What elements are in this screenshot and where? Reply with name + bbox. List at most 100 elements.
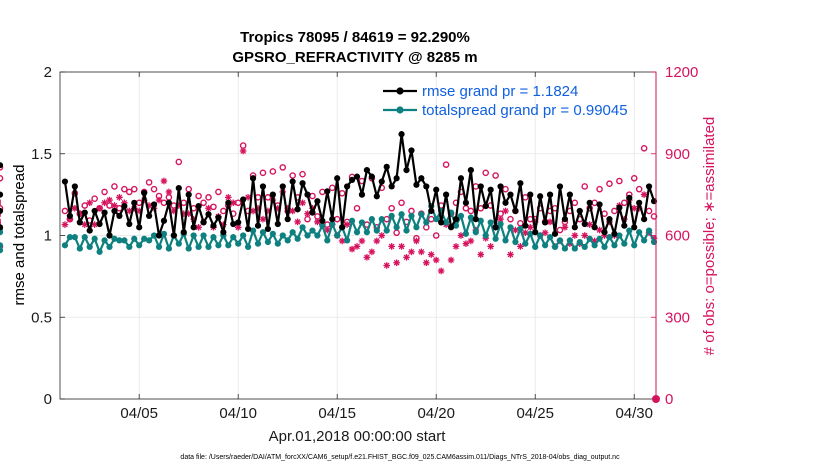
asterisk-stroke bbox=[354, 243, 360, 250]
asterisk-stroke bbox=[245, 194, 251, 201]
rmse-point bbox=[611, 230, 618, 237]
obs-assimilated-point bbox=[452, 243, 460, 250]
obs-possible-point bbox=[492, 172, 499, 179]
spread-point bbox=[131, 235, 138, 242]
spread-point bbox=[413, 224, 420, 231]
spread-point bbox=[200, 232, 207, 239]
rmse-point bbox=[373, 193, 380, 200]
spread-point bbox=[136, 242, 143, 249]
obs-possible-point bbox=[0, 204, 4, 212]
asterisk-stroke bbox=[448, 257, 454, 263]
obs-possible-point bbox=[606, 180, 613, 188]
rmse-point bbox=[621, 222, 628, 229]
obs-possible-point bbox=[116, 204, 123, 212]
obs-possible-point bbox=[279, 164, 287, 171]
y-axis-right-label: # of obs: o=possible; ∗=assimilated bbox=[701, 117, 718, 356]
asterisk-stroke bbox=[398, 243, 405, 250]
spread-point bbox=[517, 225, 524, 233]
asterisk-stroke bbox=[631, 205, 638, 212]
obs-assimilated-point bbox=[314, 218, 321, 226]
spread-point bbox=[373, 227, 380, 234]
obs-possible-point bbox=[195, 192, 202, 200]
spread-point bbox=[334, 232, 341, 239]
rmse-point bbox=[561, 216, 569, 223]
rmse-point bbox=[363, 167, 371, 174]
obs-possible-point bbox=[611, 207, 618, 215]
spread-point bbox=[383, 227, 390, 234]
obs-assimilated-point bbox=[96, 204, 103, 212]
obs-assimilated-point bbox=[363, 254, 371, 261]
rmse-point bbox=[254, 222, 262, 229]
obs-assimilated-point bbox=[86, 199, 94, 207]
obs-possible-point bbox=[635, 185, 643, 193]
obs-possible-point bbox=[126, 188, 133, 196]
obs-assimilated-point bbox=[581, 232, 589, 239]
rmse-point bbox=[141, 189, 148, 197]
rmse-point bbox=[487, 186, 494, 193]
obs-possible-point bbox=[596, 185, 603, 193]
obs-assimilated-point bbox=[398, 243, 405, 250]
footnote: data file: /Users/raeder/DAI/ATM_forcXX/… bbox=[180, 454, 620, 461]
chart-subtitle: GPSRO_REFRACTIVITY @ 8285 m bbox=[232, 49, 477, 66]
rmse-point bbox=[537, 193, 544, 200]
rmse-point bbox=[309, 209, 316, 216]
rmse-point bbox=[457, 175, 465, 182]
asterisk-stroke bbox=[453, 243, 459, 250]
spread-point bbox=[264, 238, 272, 246]
asterisk-stroke bbox=[359, 238, 365, 244]
asterisk-stroke bbox=[641, 191, 647, 198]
asterisk-stroke bbox=[106, 197, 113, 203]
spread-point bbox=[230, 234, 237, 241]
spread-point bbox=[353, 229, 361, 236]
spread-point bbox=[304, 232, 311, 239]
spread-point bbox=[487, 219, 494, 226]
spread-point bbox=[240, 232, 247, 239]
obs-possible-point bbox=[91, 195, 98, 203]
spread-point bbox=[245, 243, 252, 251]
obs-possible-point bbox=[200, 199, 207, 207]
asterisk-stroke bbox=[81, 221, 88, 228]
rmse-point bbox=[0, 191, 4, 198]
spread-point bbox=[254, 240, 262, 247]
rmse-point bbox=[195, 202, 202, 210]
rmse-point bbox=[284, 216, 291, 223]
obs-possible-point bbox=[111, 183, 118, 190]
rmse-point bbox=[452, 216, 460, 223]
rmse-point bbox=[205, 211, 212, 218]
rmse-point bbox=[393, 175, 400, 182]
spread-point bbox=[601, 243, 608, 251]
rmse-point bbox=[240, 196, 247, 203]
rmse-point bbox=[477, 183, 484, 190]
obs-assimilated-point bbox=[447, 256, 455, 264]
asterisk-stroke bbox=[522, 229, 529, 236]
rmse-point bbox=[522, 222, 529, 229]
obs-possible-point bbox=[259, 169, 267, 177]
rmse-point bbox=[438, 219, 445, 226]
spread-point bbox=[502, 237, 509, 244]
legend-rmse-label: rmse grand pr = 1.1824 bbox=[422, 83, 578, 100]
obs-assimilated-point bbox=[294, 218, 301, 226]
obs-assimilated-point bbox=[368, 248, 376, 256]
rmse-point bbox=[542, 219, 549, 226]
obs-assimilated-point bbox=[427, 251, 435, 258]
spread-point bbox=[457, 212, 465, 219]
obs-possible-point bbox=[328, 184, 336, 192]
asterisk-stroke bbox=[378, 232, 385, 239]
rmse-point bbox=[378, 178, 385, 185]
spread-point bbox=[532, 243, 539, 251]
obs-possible-point bbox=[650, 213, 658, 220]
rmse-point bbox=[358, 191, 366, 198]
spread-point bbox=[452, 222, 460, 229]
rmse-point bbox=[447, 224, 455, 231]
obs-possible-point bbox=[645, 207, 653, 215]
rmse-point bbox=[626, 194, 633, 201]
asterisk-stroke bbox=[225, 194, 232, 201]
asterisk-stroke bbox=[260, 216, 266, 222]
spread-point bbox=[126, 243, 133, 251]
asterisk-stroke bbox=[344, 221, 350, 228]
spread-point bbox=[235, 240, 242, 247]
asterisk-stroke bbox=[428, 251, 435, 258]
obs-possible-point bbox=[81, 202, 89, 209]
series-layer bbox=[0, 131, 660, 403]
